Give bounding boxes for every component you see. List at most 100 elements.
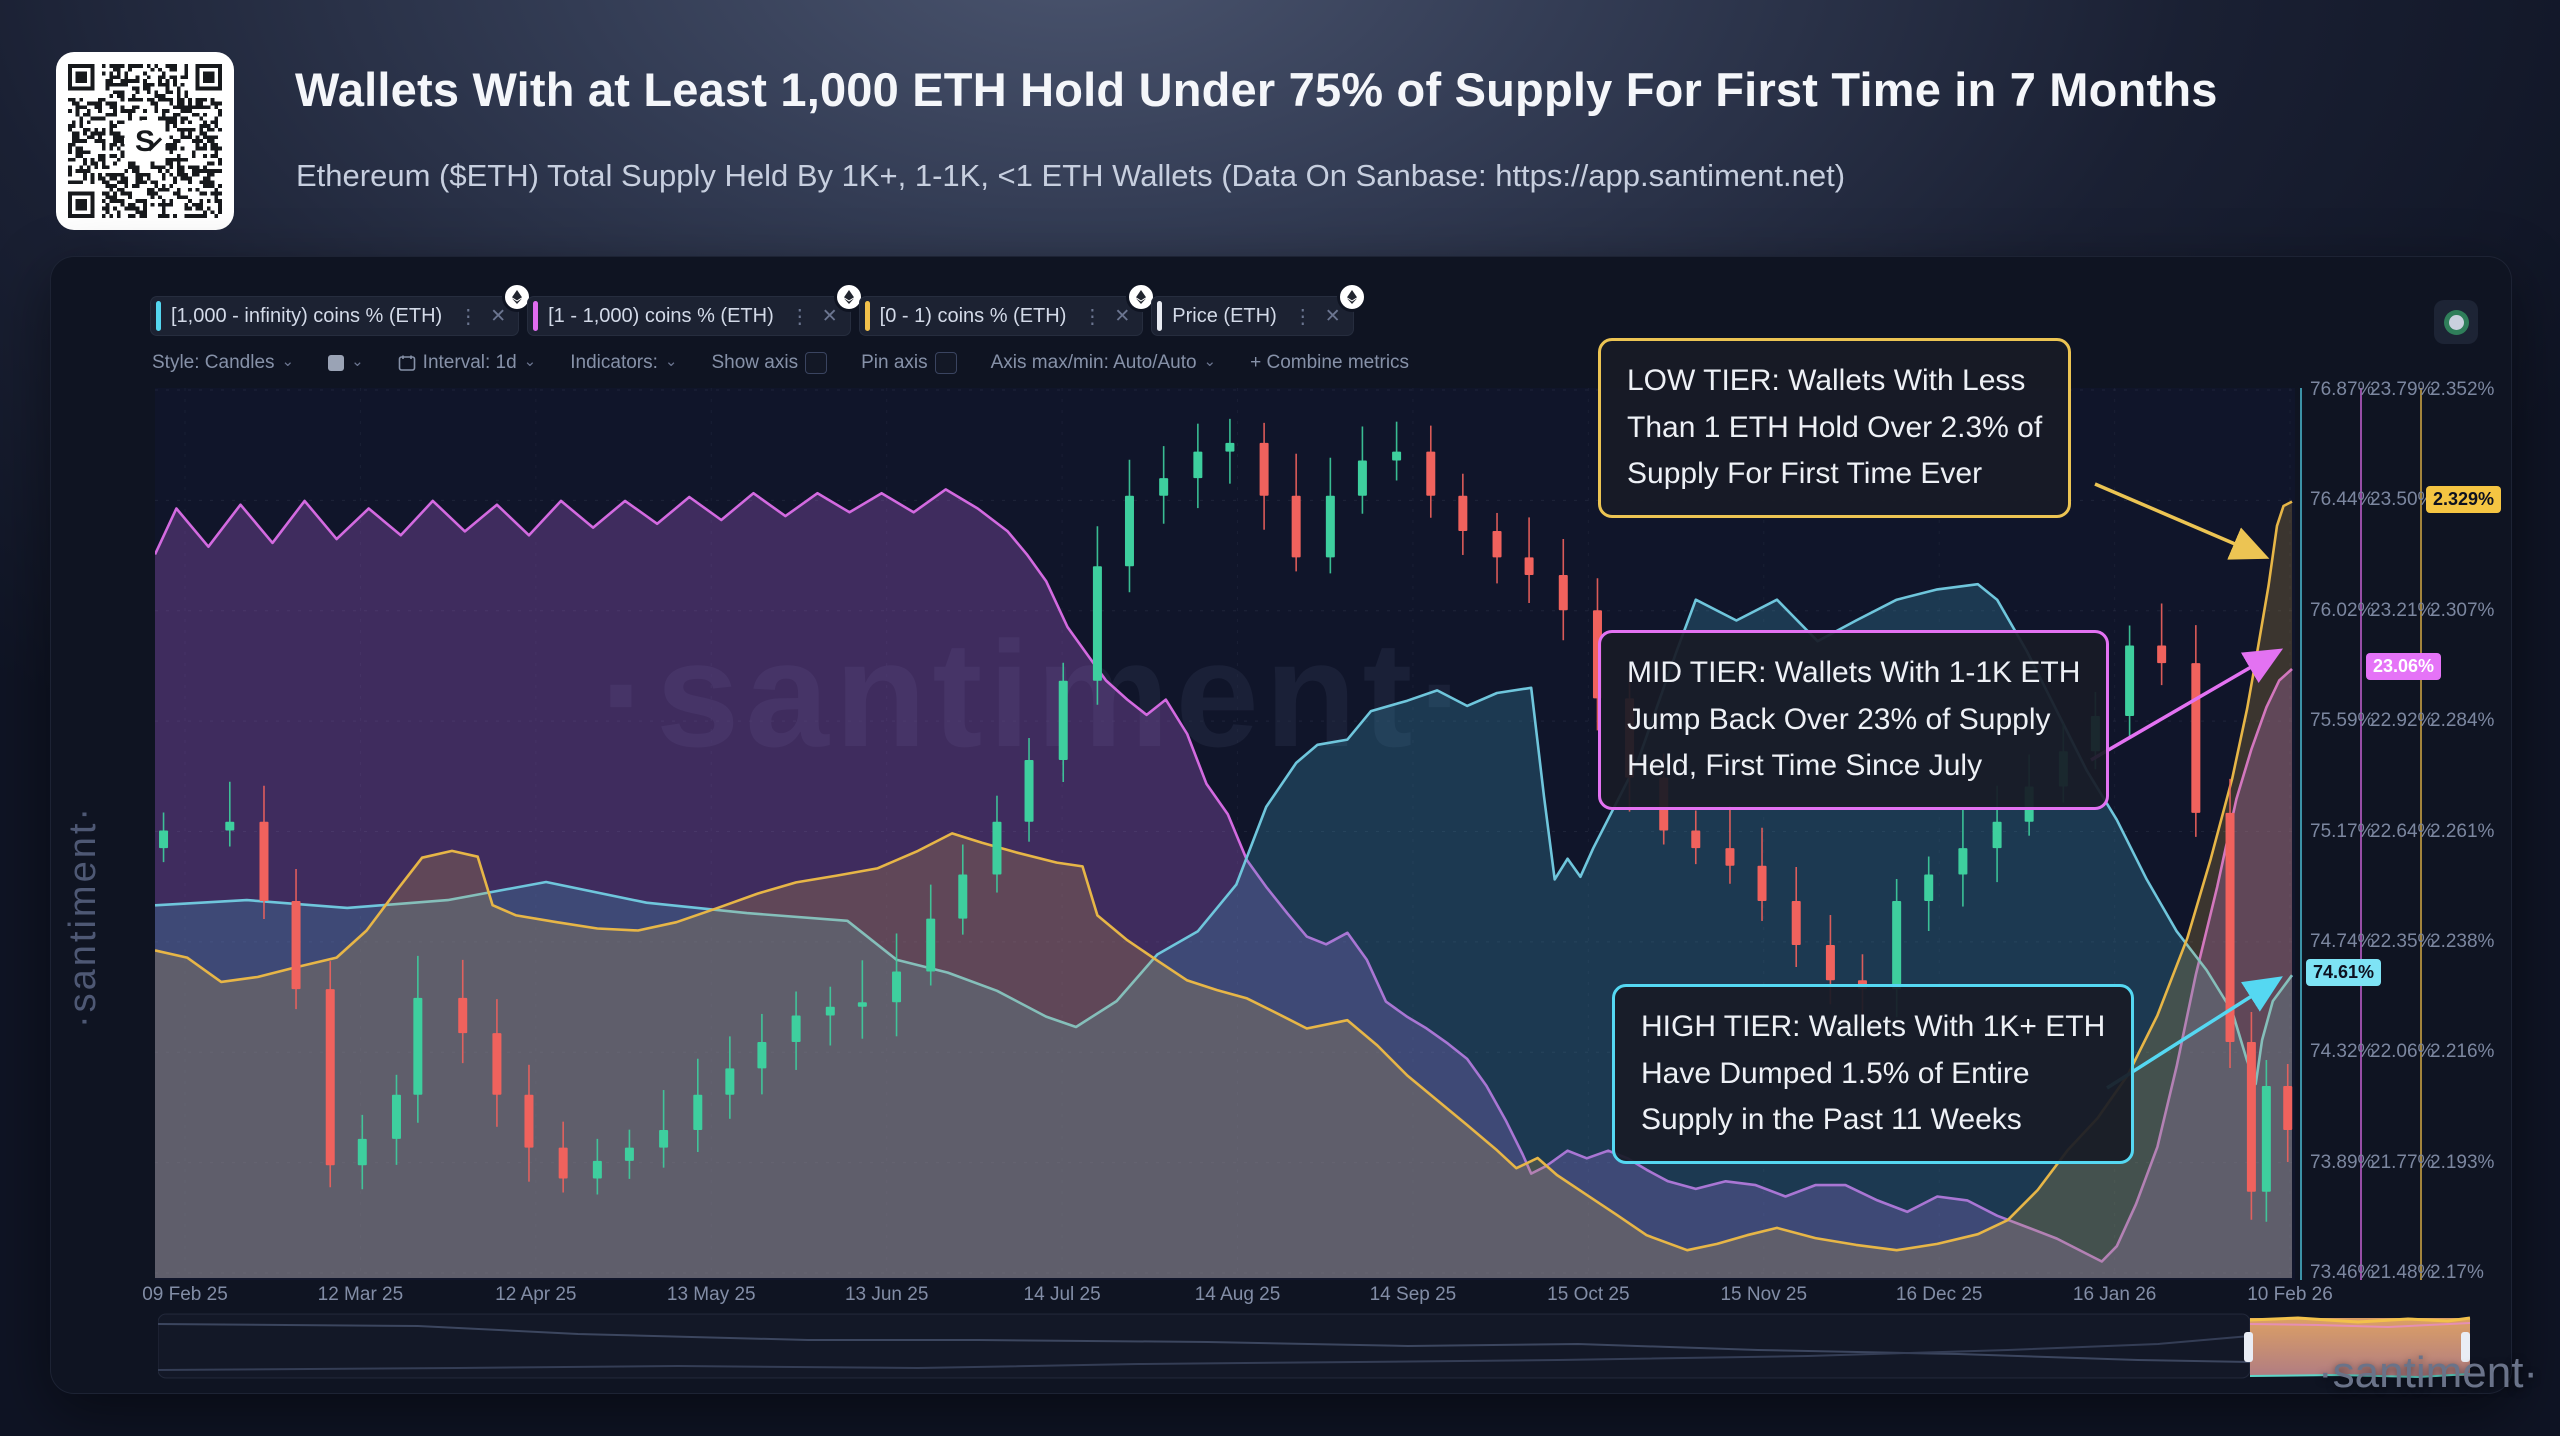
metric-tab-label: Price (ETH) (1172, 304, 1277, 327)
axis-line-2 (2420, 388, 2422, 1280)
show-axis-label: Show axis (711, 352, 799, 373)
axis-tick-label: 2.284% (2430, 710, 2495, 732)
metric-color-bar (864, 301, 870, 331)
x-axis-date-label: 15 Oct 25 (1547, 1284, 1630, 1305)
axis-tick-label: 2.216% (2430, 1041, 2495, 1063)
metric-tab-0[interactable]: [1,000 - infinity) coins % (ETH) ⋮ ✕ (150, 282, 533, 336)
indicators-dropdown[interactable]: Indicators: ⌄ (570, 352, 677, 374)
x-axis-date-label: 15 Nov 25 (1720, 1284, 1808, 1305)
gridlines (155, 388, 2292, 1278)
kebab-menu-icon[interactable]: ⋮ (1292, 305, 1313, 328)
axis-tick-label: 2.193% (2430, 1151, 2495, 1173)
axis-maxmin-label: Axis max/min: Auto/Auto (990, 352, 1197, 373)
timeline-minimap[interactable] (158, 1310, 2478, 1384)
annotation-arrows (2090, 482, 2284, 1090)
axis-line-1 (2360, 388, 2362, 1280)
kebab-menu-icon[interactable]: ⋮ (789, 305, 810, 328)
interval-label: Interval: 1d (422, 352, 517, 373)
axis-maxmin-dropdown[interactable]: Axis max/min: Auto/Auto ⌄ (991, 352, 1217, 374)
pin-axis-checkbox[interactable] (934, 352, 957, 374)
axis-tick-label: 74.32% (2310, 1041, 2375, 1063)
calendar-icon (398, 355, 415, 371)
axis-tick-label: 2.261% (2430, 820, 2495, 842)
x-axis-date-label: 16 Jan 26 (2072, 1284, 2157, 1305)
axis-tick-label: 23.50% (2370, 489, 2435, 511)
kebab-menu-icon[interactable]: ⋮ (458, 305, 479, 328)
santiment-footer-logo: ·santiment· (2318, 1348, 2539, 1397)
annotation-text: Supply in the Past 11 Weeks (1641, 1103, 2022, 1136)
metric-tab-label: [1 - 1,000) coins % (ETH) (548, 304, 774, 327)
current-value-chip: 2.329% (2426, 485, 2502, 513)
metric-tab-1[interactable]: [1 - 1,000) coins % (ETH) ⋮ ✕ (527, 282, 864, 336)
show-axis-checkbox[interactable] (805, 352, 828, 374)
axis-tick-label: 76.87% (2310, 379, 2375, 400)
color-swatch (328, 355, 345, 371)
series-1 (155, 488, 2293, 1278)
x-axis-date-label: 10 Feb 26 (2247, 1284, 2333, 1305)
axis-tick-label: 74.74% (2310, 930, 2375, 952)
metric-tab-label: [0 - 1) coins % (ETH) (879, 304, 1067, 327)
axis-tick-label: 22.06% (2370, 1041, 2435, 1063)
annotation-text: Have Dumped 1.5% of Entire (1641, 1056, 2030, 1090)
axis-tick-label: 76.02% (2310, 599, 2375, 621)
axis-tick-label: 75.59% (2310, 710, 2375, 732)
annotation-text: Than 1 ETH Hold Over 2.3% of (1627, 410, 2043, 444)
annotation-text: HIGH TIER: Wallets With 1K+ ETH (1641, 1010, 2106, 1043)
x-axis-date-label: 12 Apr 25 (495, 1284, 577, 1305)
metric-tab-3[interactable]: Price (ETH) ⋮ ✕ (1151, 282, 1367, 336)
close-icon[interactable]: ✕ (1114, 305, 1131, 327)
metric-color-bar (156, 301, 161, 331)
santiment-side-logo: ·santiment· (62, 804, 104, 1028)
style-label: Style: Candles (152, 352, 275, 373)
metric-tab-bar: [1,000 - infinity) coins % (ETH) ⋮ ✕ [1 - 1… (150, 282, 1367, 336)
close-icon[interactable]: ✕ (490, 305, 507, 327)
indicators-label: Indicators: (570, 352, 658, 373)
interval-dropdown[interactable]: Interval: 1d ⌄ (398, 352, 537, 374)
combine-metrics-label: + Combine metrics (1250, 352, 1410, 373)
pin-axis-toggle[interactable]: Pin axis (861, 352, 957, 374)
minimap-selection[interactable] (2244, 1316, 2471, 1379)
axis-tick-label: 2.307% (2430, 599, 2495, 621)
axis-tick-label: 23.79% (2370, 379, 2435, 400)
close-icon[interactable]: ✕ (821, 305, 838, 327)
chevron-down-icon: ⌄ (281, 353, 295, 370)
page-subtitle: Ethereum ($ETH) Total Supply Held By 1K+… (296, 158, 1846, 193)
axis-tick-label: 2.17% (2430, 1262, 2484, 1283)
x-axis-date-label: 14 Aug 25 (1194, 1284, 1281, 1305)
live-dot-icon (2448, 314, 2464, 330)
axis-tick-label: 21.77% (2370, 1151, 2435, 1173)
annotation-mid-tier: MID TIER: Wallets With 1-1K ETH Jump Bac… (1598, 630, 2110, 810)
annotation-low-tier: LOW TIER: Wallets With Less Than 1 ETH H… (1598, 338, 2072, 518)
combine-metrics-button[interactable]: + Combine metrics (1250, 352, 1409, 374)
price-candles (159, 418, 2293, 1222)
axis-tick-label: 23.21% (2370, 599, 2435, 621)
metric-tab-label: [1,000 - infinity) coins % (ETH) (171, 304, 443, 327)
annotation-high-tier: HIGH TIER: Wallets With 1K+ ETH Have Dum… (1612, 984, 2135, 1164)
x-axis-date-label: 14 Jul 25 (1023, 1284, 1101, 1305)
annotation-text: MID TIER: Wallets With 1-1K ETH (1627, 656, 2081, 689)
x-axis-date-label: 16 Dec 25 (1895, 1284, 1983, 1305)
close-icon[interactable]: ✕ (1324, 305, 1341, 327)
chevron-down-icon: ⌄ (664, 353, 678, 370)
x-axis-date-label: 12 Mar 25 (317, 1284, 404, 1305)
chevron-down-icon: ⌄ (523, 353, 537, 370)
annotation-text: Jump Back Over 23% of Supply (1627, 702, 2051, 736)
axis-tick-label: 73.46% (2310, 1262, 2375, 1283)
metric-color-bar (533, 301, 539, 331)
style-dropdown[interactable]: Style: Candles ⌄ (152, 352, 294, 374)
live-indicator-button[interactable] (2434, 300, 2478, 344)
annotation-text: Supply For First Time Ever (1627, 457, 1983, 490)
axis-tick-label: 22.92% (2370, 710, 2435, 732)
x-axis-date-label: 13 May 25 (666, 1284, 756, 1305)
kebab-menu-icon[interactable]: ⋮ (1082, 305, 1103, 328)
metric-tab-2[interactable]: [0 - 1) coins % (ETH) ⋮ ✕ (858, 282, 1157, 336)
annotation-text: LOW TIER: Wallets With Less (1627, 364, 2026, 397)
color-swatch-dropdown[interactable]: ⌄ (328, 353, 364, 372)
show-axis-toggle[interactable]: Show axis (711, 352, 828, 374)
axis-tick-label: 75.17% (2310, 820, 2375, 842)
axis-tick-label: 2.238% (2430, 930, 2495, 952)
brush-handle-right[interactable] (2461, 1332, 2470, 1362)
axis-tick-label: 22.64% (2370, 820, 2435, 842)
x-axis-date-label: 09 Feb 25 (142, 1284, 228, 1305)
brush-handle-left[interactable] (2244, 1332, 2253, 1362)
